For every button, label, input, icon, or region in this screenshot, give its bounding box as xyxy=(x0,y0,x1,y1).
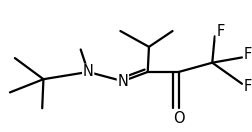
Text: F: F xyxy=(244,47,252,62)
Text: F: F xyxy=(216,24,225,39)
Text: N: N xyxy=(83,64,93,79)
Text: O: O xyxy=(173,111,184,126)
Text: F: F xyxy=(244,79,252,94)
Text: N: N xyxy=(117,74,128,89)
